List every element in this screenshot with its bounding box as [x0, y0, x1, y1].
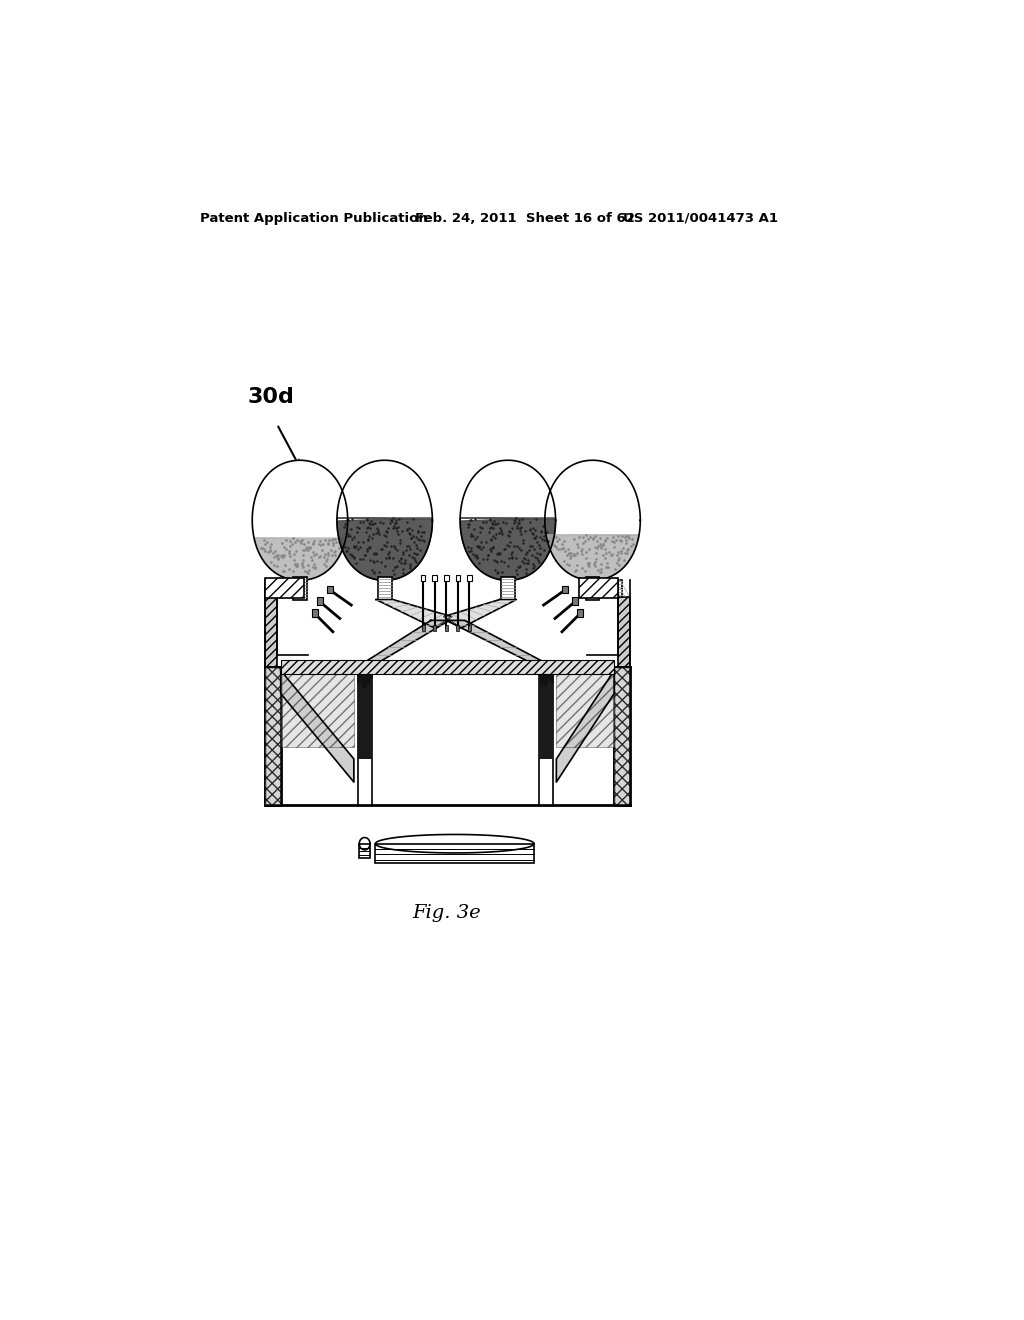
- Text: Fig. 3e: Fig. 3e: [412, 904, 480, 921]
- Bar: [265, 667, 281, 805]
- Bar: [539, 667, 553, 759]
- Polygon shape: [460, 461, 556, 581]
- Bar: [357, 667, 372, 805]
- Bar: [456, 576, 460, 581]
- Polygon shape: [376, 599, 452, 628]
- Bar: [501, 577, 515, 599]
- Bar: [444, 576, 449, 581]
- Text: Patent Application Publication: Patent Application Publication: [200, 213, 428, 224]
- Polygon shape: [254, 539, 346, 581]
- Bar: [376, 843, 535, 863]
- Bar: [614, 667, 630, 805]
- Bar: [617, 597, 630, 667]
- Bar: [562, 586, 568, 594]
- Bar: [311, 609, 317, 616]
- Polygon shape: [545, 461, 640, 581]
- Bar: [467, 576, 472, 581]
- Bar: [327, 586, 333, 594]
- Bar: [444, 626, 447, 631]
- Text: Feb. 24, 2011  Sheet 16 of 62: Feb. 24, 2011 Sheet 16 of 62: [416, 213, 635, 224]
- Bar: [599, 579, 622, 597]
- Bar: [468, 626, 471, 631]
- Bar: [265, 597, 276, 667]
- Bar: [273, 579, 293, 597]
- Polygon shape: [337, 461, 432, 581]
- Polygon shape: [444, 599, 516, 628]
- Polygon shape: [556, 671, 614, 781]
- Bar: [421, 576, 425, 581]
- Polygon shape: [337, 517, 432, 581]
- Bar: [556, 671, 614, 747]
- Bar: [422, 626, 425, 631]
- Polygon shape: [357, 620, 450, 667]
- Bar: [316, 597, 323, 605]
- Polygon shape: [460, 517, 556, 581]
- Bar: [539, 667, 553, 805]
- Polygon shape: [252, 461, 348, 581]
- Text: 30d: 30d: [248, 387, 295, 407]
- Bar: [571, 597, 578, 605]
- Bar: [433, 626, 436, 631]
- Bar: [586, 577, 599, 599]
- Bar: [357, 667, 372, 759]
- Polygon shape: [446, 620, 553, 667]
- Bar: [265, 578, 304, 598]
- Bar: [432, 576, 437, 581]
- Bar: [281, 671, 354, 747]
- Bar: [359, 843, 370, 858]
- Bar: [578, 609, 584, 616]
- Polygon shape: [546, 535, 639, 581]
- Bar: [265, 667, 281, 805]
- Bar: [457, 626, 460, 631]
- Bar: [378, 577, 391, 599]
- Bar: [293, 577, 307, 599]
- Text: US 2011/0041473 A1: US 2011/0041473 A1: [624, 213, 778, 224]
- Bar: [614, 667, 630, 805]
- Bar: [580, 578, 617, 598]
- Bar: [281, 660, 614, 675]
- Bar: [273, 579, 289, 590]
- Polygon shape: [281, 671, 354, 781]
